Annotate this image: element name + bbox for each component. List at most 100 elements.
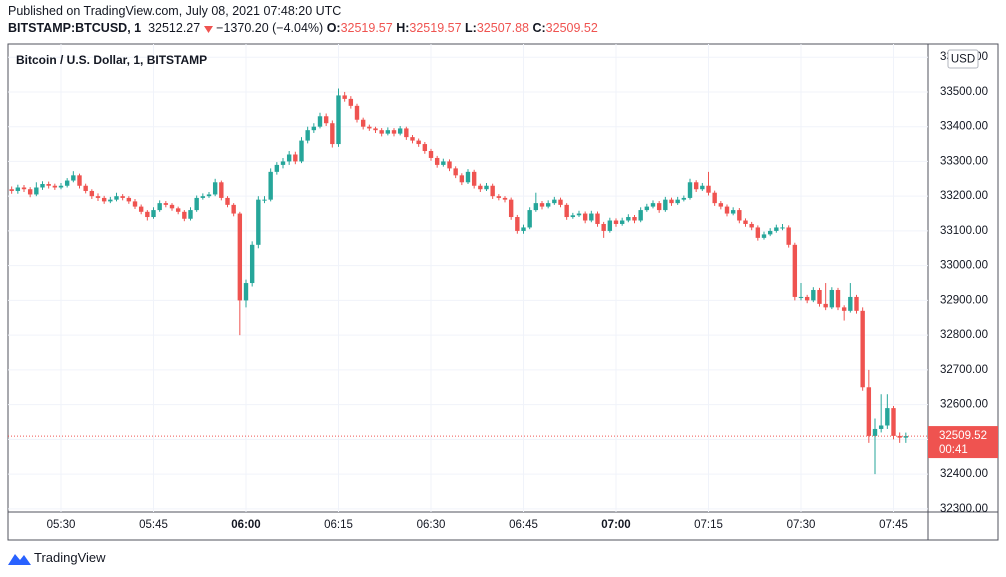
candle-body xyxy=(478,185,483,190)
x-tick-label: 06:30 xyxy=(417,519,446,531)
candle-body xyxy=(305,130,310,141)
candle-body xyxy=(817,289,822,304)
candle-body xyxy=(582,213,588,221)
close-label: C: xyxy=(532,21,546,35)
candle-body xyxy=(792,244,798,297)
candle-body xyxy=(243,283,249,301)
y-tick-label: 33500.00 xyxy=(940,86,988,98)
candle-body xyxy=(730,210,736,214)
candle-body xyxy=(237,213,243,301)
y-tick-label: 33300.00 xyxy=(940,155,988,167)
candle-body xyxy=(52,185,58,188)
candle-body xyxy=(644,206,650,211)
candle-body xyxy=(262,199,267,201)
candle-body xyxy=(256,199,261,245)
x-tick-label: 07:00 xyxy=(601,519,630,531)
candle-body xyxy=(829,289,835,308)
candle-body xyxy=(15,187,21,191)
low-label: L: xyxy=(465,21,477,35)
candle-body xyxy=(564,204,569,218)
candle-body xyxy=(194,197,199,211)
y-tick-label: 32600.00 xyxy=(940,399,988,411)
candle-body xyxy=(706,185,711,193)
candle-body xyxy=(767,230,773,235)
candle-body xyxy=(404,128,409,138)
candle-body xyxy=(71,175,76,181)
symbol: BITSTAMP:BTCUSD, 1 xyxy=(8,21,142,35)
candle-body xyxy=(872,428,878,436)
y-tick-label: 33000.00 xyxy=(940,260,988,272)
candle-body xyxy=(330,123,335,145)
last-price: 32512.27 xyxy=(148,21,201,35)
candle-body xyxy=(311,126,317,131)
candle-body xyxy=(786,227,791,245)
candle-body xyxy=(607,220,613,231)
candle-body xyxy=(835,289,841,308)
candle-body xyxy=(342,95,347,99)
candle-body xyxy=(774,227,779,231)
candle-body xyxy=(447,161,452,169)
candle-body xyxy=(502,197,508,200)
candle-body xyxy=(471,171,477,186)
candle-body xyxy=(453,168,458,176)
currency-badge xyxy=(947,49,979,69)
candle-body xyxy=(293,154,298,162)
candle-body xyxy=(737,210,742,221)
candle-body xyxy=(755,227,761,238)
candle-body xyxy=(9,189,14,191)
candle-body xyxy=(595,213,600,224)
candle-body xyxy=(533,203,539,211)
candle-body xyxy=(95,196,101,198)
candle-body xyxy=(175,208,181,212)
candle-body xyxy=(77,175,82,186)
countdown-label: 00:41 xyxy=(939,444,968,456)
candle-body xyxy=(718,203,724,207)
candle-body xyxy=(558,199,563,205)
candle-body xyxy=(860,310,865,388)
candle-body xyxy=(101,197,107,202)
candle-body xyxy=(638,210,643,221)
candle-body xyxy=(687,182,693,198)
candle-body xyxy=(570,215,576,218)
candle-body xyxy=(626,217,631,221)
high-label: H: xyxy=(396,21,410,35)
y-tick-label: 32800.00 xyxy=(940,329,988,341)
candle-body xyxy=(891,408,896,436)
candle-body xyxy=(798,296,804,298)
currency-label: USD xyxy=(951,54,975,66)
candle-body xyxy=(274,164,280,172)
candle-body xyxy=(589,213,594,221)
brand-logo xyxy=(8,554,31,565)
candle-body xyxy=(878,425,884,429)
brand: TradingView xyxy=(34,550,106,565)
candle-body xyxy=(336,95,341,145)
candle-body xyxy=(40,184,45,188)
candle-body xyxy=(373,128,378,131)
candle-body xyxy=(145,211,150,218)
candle-body xyxy=(157,203,162,211)
candle-body xyxy=(804,296,810,301)
x-tick-label: 07:45 xyxy=(879,519,908,531)
candle-body xyxy=(428,151,434,158)
candle-body xyxy=(138,206,144,212)
candle-body xyxy=(58,185,64,188)
candle-body xyxy=(681,197,687,200)
y-tick-label: 33400.00 xyxy=(940,121,988,133)
candle-body xyxy=(527,210,532,228)
candle-body xyxy=(280,161,286,165)
candle-body xyxy=(188,210,193,219)
down-arrow xyxy=(203,25,213,33)
candle-body xyxy=(675,199,680,204)
high-value: 32519.57 xyxy=(409,21,462,35)
candle-body xyxy=(219,182,224,198)
candle-body xyxy=(663,199,668,211)
chart-frame xyxy=(7,43,999,541)
change: −1370.20 (−4.04%) xyxy=(216,21,324,35)
candle-body xyxy=(434,157,440,165)
candle-body xyxy=(743,220,748,224)
candle-body xyxy=(385,130,391,134)
candle-body xyxy=(780,227,785,229)
candle-body xyxy=(64,180,70,186)
candle-body xyxy=(811,289,816,301)
chart-title: Bitcoin / U.S. Dollar, 1, BITSTAMP xyxy=(16,53,207,67)
